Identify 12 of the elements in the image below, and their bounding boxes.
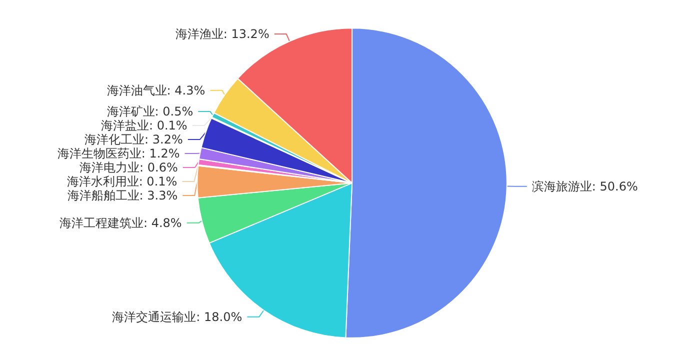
slice-label: 海洋渔业: 13.2% — [175, 26, 270, 41]
slice-label: 海洋电力业: 0.6% — [80, 160, 178, 175]
slice-label: 海洋盐业: 0.1% — [100, 118, 188, 133]
slice-label: 海洋交通运输业: 18.0% — [112, 310, 242, 324]
slice-label: 海洋油气业: 4.3% — [106, 83, 206, 98]
slice-label: 海洋化工业: 3.2% — [84, 132, 183, 147]
slice-label: 海洋生物医药业: 1.2% — [57, 146, 180, 161]
slice-label: 海洋工程建筑业: 4.8% — [59, 216, 182, 230]
slice-label: 海洋船舶工业: 3.3% — [67, 188, 178, 203]
slice-label: 滨海旅游业: 50.6% — [532, 179, 638, 194]
slice-label: 海洋矿业: 0.5% — [106, 104, 194, 119]
slice-label: 海洋水利用业: 0.1% — [66, 174, 178, 189]
